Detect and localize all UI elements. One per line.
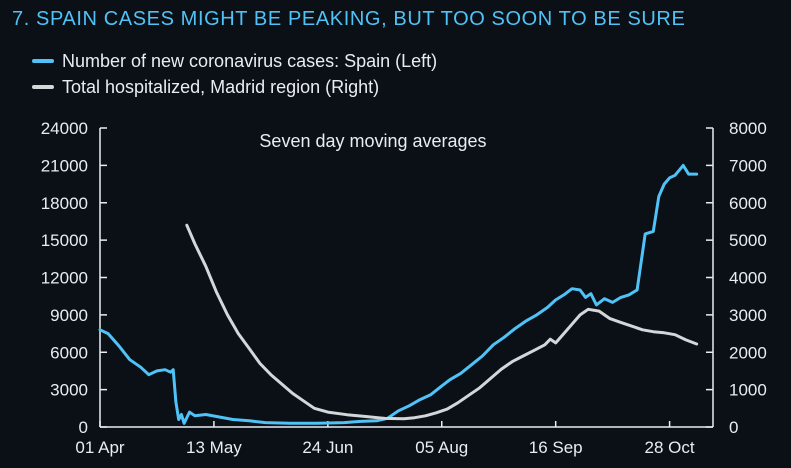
series-line-hospitalized-madrid bbox=[185, 223, 699, 421]
y-right-tick-label: 2000 bbox=[729, 343, 767, 362]
y-left-tick-label: 6000 bbox=[50, 343, 88, 362]
x-tick-label: 01 Apr bbox=[75, 438, 124, 457]
y-left-tick-label: 15000 bbox=[41, 231, 88, 250]
legend-item-hospitalized: Total hospitalized, Madrid region (Right… bbox=[32, 74, 437, 100]
chart-annotation: Seven day moving averages bbox=[259, 131, 486, 151]
series-line-cases-spain bbox=[98, 163, 699, 425]
y-right-tick-label: 7000 bbox=[729, 156, 767, 175]
y-left-tick-label: 0 bbox=[79, 418, 88, 437]
legend-item-cases: Number of new coronavirus cases: Spain (… bbox=[32, 48, 437, 74]
y-left-tick-label: 12000 bbox=[41, 269, 88, 288]
y-right-tick-label: 5000 bbox=[729, 231, 767, 250]
y-left-tick-label: 9000 bbox=[50, 306, 88, 325]
chart-title: 7. SPAIN CASES MIGHT BE PEAKING, BUT TOO… bbox=[12, 8, 686, 30]
legend: Number of new coronavirus cases: Spain (… bbox=[32, 48, 437, 100]
y-right-tick-label: 6000 bbox=[729, 194, 767, 213]
y-right-tick-label: 4000 bbox=[729, 269, 767, 288]
y-right-tick-label: 0 bbox=[729, 418, 738, 437]
legend-label-hospitalized: Total hospitalized, Madrid region (Right… bbox=[62, 76, 380, 97]
legend-swatch-cases bbox=[32, 59, 54, 63]
x-tick-label: 24 Jun bbox=[302, 438, 353, 457]
x-tick-label: 28 Oct bbox=[645, 438, 695, 457]
y-right-tick-label: 3000 bbox=[729, 306, 767, 325]
y-left-tick-label: 21000 bbox=[41, 156, 88, 175]
y-left-tick-label: 24000 bbox=[41, 119, 88, 138]
x-tick-label: 13 May bbox=[186, 438, 242, 457]
x-tick-label: 05 Aug bbox=[415, 438, 468, 457]
y-right-tick-label: 1000 bbox=[729, 381, 767, 400]
legend-swatch-hospitalized bbox=[32, 85, 54, 89]
y-left-tick-label: 3000 bbox=[50, 381, 88, 400]
legend-label-cases: Number of new coronavirus cases: Spain (… bbox=[62, 50, 438, 71]
y-right-tick-label: 8000 bbox=[729, 119, 767, 138]
y-left-tick-label: 18000 bbox=[41, 194, 88, 213]
x-tick-label: 16 Sep bbox=[529, 438, 583, 457]
